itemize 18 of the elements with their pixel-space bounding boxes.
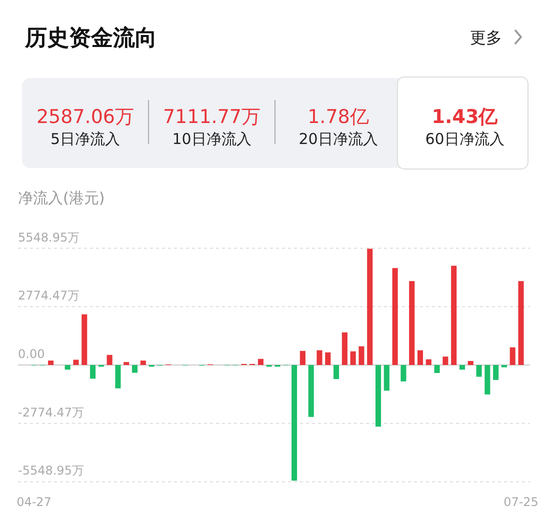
y-tick-label: -2774.47万 <box>18 405 84 420</box>
category-label: 10日净流入 <box>172 130 252 148</box>
text: 1.78亿 <box>308 106 369 128</box>
y-tick-label: 5548.95万 <box>18 230 80 244</box>
x-tick-label: 04-27 <box>16 495 52 509</box>
text: 历史资金流向 <box>24 25 157 51</box>
category-label: 5日净流入 <box>50 130 120 148</box>
text: 更多 <box>470 28 502 47</box>
category-label: 20日净流入 <box>298 130 378 148</box>
y-tick-label: -5548.95万 <box>18 464 84 478</box>
text: 2587.06万 <box>36 106 134 128</box>
text: 1.43亿 <box>432 106 498 128</box>
text: 7111.77万 <box>162 106 261 128</box>
y-tick-label: 2774.47万 <box>18 288 80 303</box>
y-tick-label: 0.00 <box>18 347 45 361</box>
x-tick-label: 07-25 <box>504 495 538 509</box>
category-label: 60日净流入 <box>425 130 504 148</box>
y-axis-title: 净流入(港元) <box>18 189 105 207</box>
